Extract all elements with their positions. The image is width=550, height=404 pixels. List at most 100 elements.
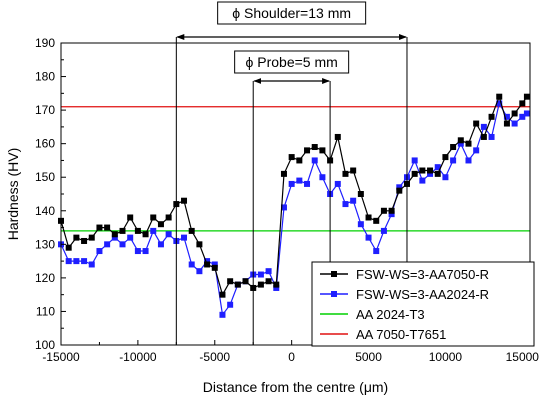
data-point [119,227,126,234]
data-point [488,113,495,120]
legend-marker [331,271,337,277]
data-point [473,120,480,127]
data-point [219,311,226,318]
data-point [265,278,272,285]
y-tick-label: 180 [35,70,55,84]
data-point [503,120,510,127]
data-point [450,157,457,164]
y-tick-label: 170 [35,103,55,117]
x-tick-label: 10000 [429,350,463,364]
data-point [296,157,303,164]
data-point [73,258,80,265]
data-point [434,170,441,177]
legend-label: AA 2024-T3 [356,307,425,322]
data-point [157,241,164,248]
data-point [304,147,311,154]
data-point [142,231,149,238]
data-point [457,140,464,147]
legend: FSW-WS=3-AA7050-R FSW-WS=3-AA2024-R AA 202… [311,261,535,347]
data-point [396,187,403,194]
annotations: ϕ Shoulder=13 mm ϕ Probe=5 mm [175,1,408,345]
data-point [96,248,103,255]
data-point [419,167,426,174]
annotation-label-box [234,50,350,74]
series [58,93,530,298]
data-point [127,234,134,241]
data-point [373,248,380,255]
y-tick-label: 160 [35,137,55,151]
data-point [357,221,364,228]
data-point [334,133,341,140]
data-point [465,140,472,147]
data-point [181,197,188,204]
y-tick-label: 120 [35,271,55,285]
data-point [434,164,441,171]
data-point [519,113,526,120]
data-point [81,237,88,244]
data-point [104,241,111,248]
data-point [319,147,326,154]
data-point [65,258,72,265]
data-point [442,174,449,181]
data-point [334,180,341,187]
data-point [219,291,226,298]
data-point [96,224,103,231]
data-point [350,197,357,204]
data-point [357,191,364,197]
data-point [523,110,530,117]
data-point [511,120,518,127]
data-point [165,214,172,221]
data-point [181,234,188,241]
x-tick-label: -15000 [42,350,80,364]
data-point [142,248,149,255]
data-point [450,144,457,151]
annotation-label: ϕ Probe=5 mm [246,54,338,70]
data-point [503,113,510,120]
legend-label: AA 7050-T7651 [356,327,446,342]
x-tick-label: -5000 [199,350,230,364]
data-point [188,261,195,268]
y-tick-label: 150 [35,170,55,184]
axes: -15000 -10000 -5000 0 5000 10000 15000 100 110 12… [35,36,539,364]
data-point [488,133,495,140]
data-point [204,261,211,268]
data-point [288,154,295,161]
data-point [73,234,80,241]
data-point [150,227,157,234]
annotation: ϕ Shoulder=13 mm [175,1,408,345]
legend-item: AA 7050-T7651 [320,327,446,342]
data-point [319,174,326,181]
data-point [188,227,195,234]
data-point [342,201,349,208]
data-point [81,258,88,265]
data-point [311,157,318,164]
data-point [227,278,234,285]
data-point [480,123,487,130]
data-point [288,180,295,187]
legend-item: AA 2024-T3 [320,307,425,322]
data-point [511,110,518,117]
data-point [65,244,72,251]
legend-box [311,261,535,347]
data-point [411,157,418,164]
data-point [104,224,111,231]
data-point [273,284,280,291]
data-point [119,241,126,248]
data-point [88,261,95,268]
data-point [150,214,157,221]
data-point [211,264,218,271]
series-layer [58,93,530,318]
x-axis-title: Distance from the centre (μm) [203,379,388,395]
data-point [196,268,203,275]
data-point [411,170,418,177]
data-point [127,214,134,221]
data-point [427,170,434,177]
legend-label: FSW-WS=3-AA2024-R [356,287,489,302]
data-point [227,301,234,308]
data-point [204,258,211,265]
data-point [88,234,95,241]
data-point [257,271,264,278]
data-point [134,248,141,255]
x-tick-label: -10000 [119,350,157,364]
data-point [473,147,480,154]
